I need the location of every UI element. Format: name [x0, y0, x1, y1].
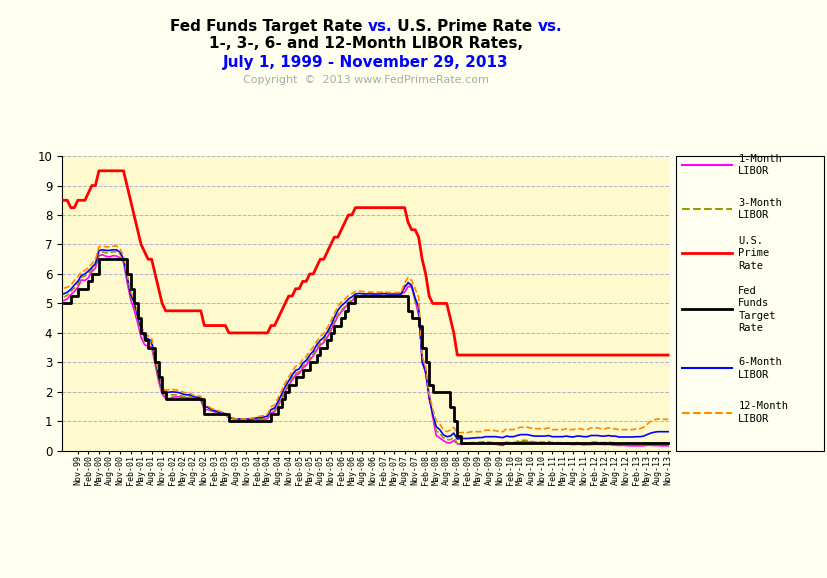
Text: Copyright  ©  2013 www.FedPrimeRate.com: Copyright © 2013 www.FedPrimeRate.com — [243, 75, 489, 85]
Text: vs.: vs. — [538, 18, 562, 34]
Text: vs.: vs. — [367, 18, 392, 34]
Text: U.S. Prime Rate: U.S. Prime Rate — [392, 18, 538, 34]
Text: 3-Month
LIBOR: 3-Month LIBOR — [739, 198, 782, 220]
Text: Fed
Funds
Target
Rate: Fed Funds Target Rate — [739, 286, 776, 333]
Text: July 1, 1999 - November 29, 2013: July 1, 1999 - November 29, 2013 — [223, 55, 509, 70]
Text: Fed Funds Target Rate: Fed Funds Target Rate — [170, 18, 367, 34]
Text: 12-Month
LIBOR: 12-Month LIBOR — [739, 401, 788, 424]
Text: 1-Month
LIBOR: 1-Month LIBOR — [739, 154, 782, 176]
Text: 6-Month
LIBOR: 6-Month LIBOR — [739, 357, 782, 380]
Text: 1-, 3-, 6- and 12-Month LIBOR Rates,: 1-, 3-, 6- and 12-Month LIBOR Rates, — [209, 36, 523, 51]
Text: U.S.
Prime
Rate: U.S. Prime Rate — [739, 236, 770, 271]
